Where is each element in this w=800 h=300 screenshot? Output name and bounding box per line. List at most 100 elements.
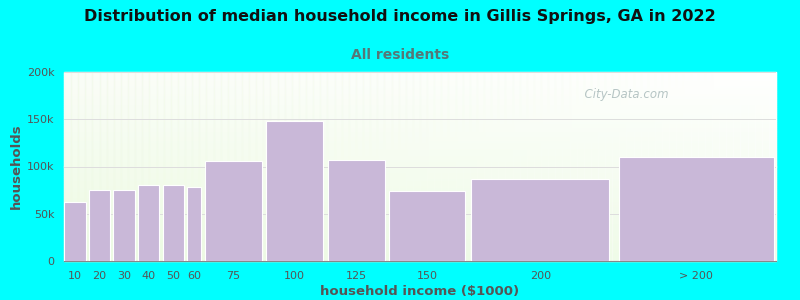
Bar bbox=[270, 72, 278, 261]
Bar bbox=[64, 189, 776, 191]
Bar bbox=[64, 121, 776, 123]
Bar bbox=[64, 227, 776, 229]
Bar bbox=[413, 72, 420, 261]
Bar bbox=[64, 212, 776, 214]
Bar bbox=[591, 72, 598, 261]
Bar bbox=[64, 125, 776, 127]
Bar bbox=[64, 112, 776, 114]
Bar bbox=[498, 72, 506, 261]
Bar bbox=[534, 72, 541, 261]
Bar bbox=[64, 223, 776, 225]
Bar bbox=[299, 72, 306, 261]
Bar bbox=[306, 72, 314, 261]
Bar bbox=[256, 72, 263, 261]
Bar bbox=[314, 72, 320, 261]
Bar bbox=[64, 144, 776, 146]
Bar bbox=[64, 244, 776, 246]
Bar bbox=[121, 72, 128, 261]
Bar bbox=[391, 72, 398, 261]
Bar bbox=[64, 119, 776, 121]
Bar bbox=[199, 72, 206, 261]
Bar bbox=[64, 235, 776, 236]
Bar bbox=[520, 72, 527, 261]
Bar bbox=[655, 72, 662, 261]
Bar bbox=[235, 72, 242, 261]
Bar bbox=[292, 72, 299, 261]
Bar bbox=[584, 72, 591, 261]
Bar bbox=[334, 72, 342, 261]
Bar bbox=[86, 72, 93, 261]
Bar bbox=[64, 178, 776, 180]
Bar bbox=[64, 148, 776, 149]
Bar bbox=[705, 72, 712, 261]
Bar bbox=[64, 236, 776, 238]
Bar bbox=[64, 202, 86, 261]
Bar bbox=[64, 168, 776, 170]
Bar bbox=[263, 72, 270, 261]
Bar bbox=[64, 242, 776, 244]
Bar bbox=[442, 72, 449, 261]
Bar bbox=[612, 72, 619, 261]
Bar bbox=[64, 152, 776, 153]
Bar bbox=[142, 72, 150, 261]
Bar bbox=[64, 133, 776, 134]
Bar bbox=[626, 72, 634, 261]
Bar bbox=[541, 72, 548, 261]
Bar bbox=[64, 218, 776, 219]
Text: All residents: All residents bbox=[351, 48, 449, 62]
Bar bbox=[242, 72, 249, 261]
Bar bbox=[64, 76, 776, 78]
Bar bbox=[64, 130, 776, 133]
Bar bbox=[64, 102, 776, 104]
Bar bbox=[64, 114, 776, 116]
Bar bbox=[64, 248, 776, 250]
Bar bbox=[64, 97, 776, 98]
Bar bbox=[64, 251, 776, 253]
Bar bbox=[278, 72, 285, 261]
Bar bbox=[406, 72, 413, 261]
Bar bbox=[390, 191, 466, 261]
Bar bbox=[64, 221, 776, 223]
Bar bbox=[385, 72, 391, 261]
Bar bbox=[99, 72, 106, 261]
Bar bbox=[462, 72, 470, 261]
Bar bbox=[64, 89, 776, 91]
Bar bbox=[64, 185, 776, 187]
Bar bbox=[64, 72, 776, 74]
Bar bbox=[64, 195, 776, 197]
Bar bbox=[64, 200, 776, 202]
Bar bbox=[64, 142, 776, 144]
Bar bbox=[719, 72, 726, 261]
Bar bbox=[192, 72, 199, 261]
Bar bbox=[249, 72, 256, 261]
Bar bbox=[64, 231, 776, 233]
Bar bbox=[648, 72, 655, 261]
Bar bbox=[89, 190, 110, 261]
Bar bbox=[64, 214, 776, 216]
Bar bbox=[64, 199, 776, 200]
Bar bbox=[477, 72, 484, 261]
Bar bbox=[64, 184, 776, 185]
Bar bbox=[178, 72, 185, 261]
Bar bbox=[71, 72, 78, 261]
Bar bbox=[64, 191, 776, 193]
Bar bbox=[762, 72, 769, 261]
Bar bbox=[214, 72, 221, 261]
Bar bbox=[64, 83, 776, 85]
Bar bbox=[64, 140, 776, 142]
Bar bbox=[64, 129, 776, 130]
Bar bbox=[420, 72, 427, 261]
Bar bbox=[470, 72, 477, 261]
Bar bbox=[64, 254, 776, 255]
Bar bbox=[64, 149, 776, 152]
Bar bbox=[562, 72, 570, 261]
Bar bbox=[64, 225, 776, 227]
Bar bbox=[570, 72, 577, 261]
Text: Distribution of median household income in Gillis Springs, GA in 2022: Distribution of median household income … bbox=[84, 9, 716, 24]
Bar bbox=[734, 72, 741, 261]
Bar bbox=[64, 134, 776, 136]
Bar bbox=[164, 72, 171, 261]
Text: City-Data.com: City-Data.com bbox=[577, 88, 668, 101]
Bar bbox=[349, 72, 356, 261]
Bar bbox=[449, 72, 456, 261]
